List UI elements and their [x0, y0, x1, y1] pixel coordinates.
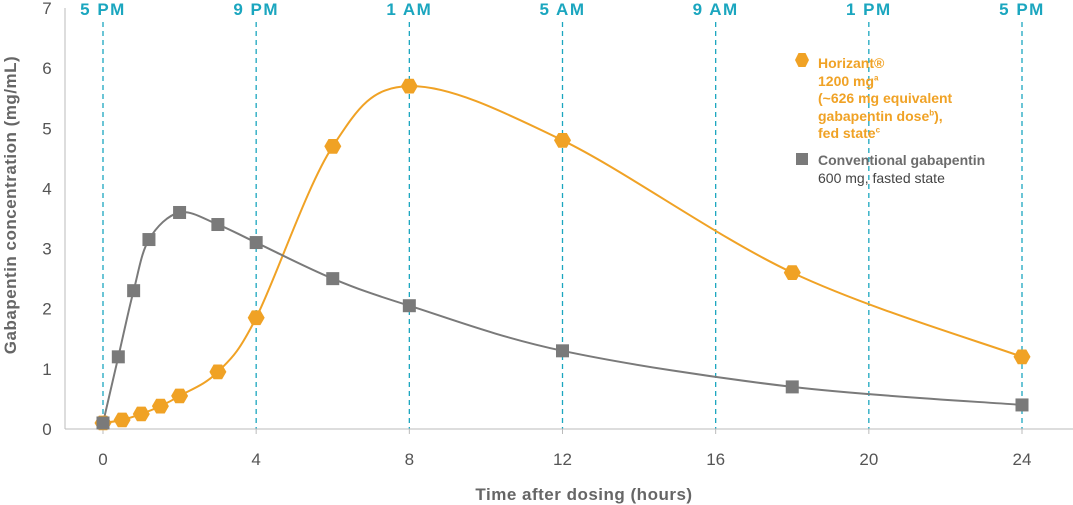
horizant-point-7	[324, 139, 342, 154]
horizant-point-1	[113, 412, 131, 428]
horizant-point-9	[554, 133, 571, 148]
legend-horizant-gaba: gabapentin doseb),	[818, 107, 943, 124]
gabapentin-point-6	[249, 236, 263, 250]
horizant-point-11	[1013, 349, 1031, 365]
y-tick-0: 0	[42, 420, 51, 439]
gabapentin-point-3	[142, 233, 156, 247]
y-tick-7: 7	[42, 0, 51, 18]
legend-gabapentin-dose: 600 mg, fasted state	[818, 169, 945, 186]
y-tick-1: 1	[42, 360, 51, 379]
legend-horizant: Horizant® 1200 mga (~626 mg equivalent g…	[818, 55, 952, 143]
gabapentin-point-2	[127, 284, 141, 298]
horizant-point-10	[783, 265, 801, 280]
horizant-point-3	[151, 398, 169, 414]
x-tick-6: 24	[1013, 450, 1032, 469]
horizant-point-5	[209, 364, 227, 380]
x-tick-labels: 0 4 8 12 16 20 24	[98, 429, 1031, 469]
x-tick-1: 4	[251, 450, 260, 469]
horizant-point-8	[400, 78, 418, 94]
legend-gabapentin-title: Conventional gabapentin	[818, 152, 986, 168]
legend-horizant-equiv: (~626 mg equivalent	[818, 90, 953, 106]
legend-gabapentin-square-icon	[796, 153, 808, 165]
y-tick-3: 3	[42, 240, 51, 259]
clock-label-4: 9 AM	[693, 0, 739, 19]
clock-label-5: 1 PM	[846, 0, 892, 19]
x-axis-title: Time after dosing (hours)	[475, 485, 692, 504]
legend-horizant-dose: 1200 mga	[818, 72, 879, 89]
clock-label-2: 1 AM	[386, 0, 432, 19]
x-tick-4: 16	[706, 450, 725, 469]
y-axis-title: Gabapentin concentration (mg/mL)	[1, 56, 20, 354]
clock-label-6: 5 PM	[999, 0, 1045, 19]
clock-time-gridlines: 5 PM 9 PM 1 AM 5 AM 9 AM 1 PM 5 PM	[80, 0, 1045, 429]
y-tick-2: 2	[42, 300, 51, 319]
y-tick-5: 5	[42, 119, 51, 138]
clock-label-3: 5 AM	[540, 0, 586, 19]
legend-horizant-title: Horizant®	[818, 55, 885, 71]
gabapentin-point-4	[173, 205, 187, 219]
x-tick-2: 8	[405, 450, 414, 469]
legend-gabapentin: Conventional gabapentin 600 mg, fasted s…	[818, 152, 985, 187]
series-layer	[94, 78, 1031, 431]
gabapentin-point-0	[96, 416, 110, 430]
clock-label-1: 9 PM	[233, 0, 279, 19]
x-tick-0: 0	[98, 450, 107, 469]
horizant-point-6	[247, 310, 265, 326]
axes	[64, 8, 1073, 430]
gabapentin-point-5	[211, 218, 225, 232]
y-tick-6: 6	[42, 59, 51, 78]
y-tick-4: 4	[42, 179, 51, 198]
clock-label-0: 5 PM	[80, 0, 126, 19]
gabapentin-point-10	[785, 380, 799, 394]
gabapentin-point-8	[402, 299, 416, 313]
horizant-point-2	[132, 406, 150, 422]
horizant-point-4	[171, 388, 189, 404]
gabapentin-point-11	[1015, 398, 1029, 412]
legend-horizant-hexagon-icon	[795, 53, 809, 67]
gabapentin-point-1	[111, 350, 125, 364]
gabapentin-point-9	[556, 344, 569, 358]
x-tick-5: 20	[859, 450, 878, 469]
y-tick-labels: 0 1 2 3 4 5 6 7	[42, 0, 51, 439]
legend-horizant-fed: fed statec	[818, 125, 881, 141]
x-tick-3: 12	[553, 450, 572, 469]
gabapentin-point-7	[326, 272, 340, 286]
